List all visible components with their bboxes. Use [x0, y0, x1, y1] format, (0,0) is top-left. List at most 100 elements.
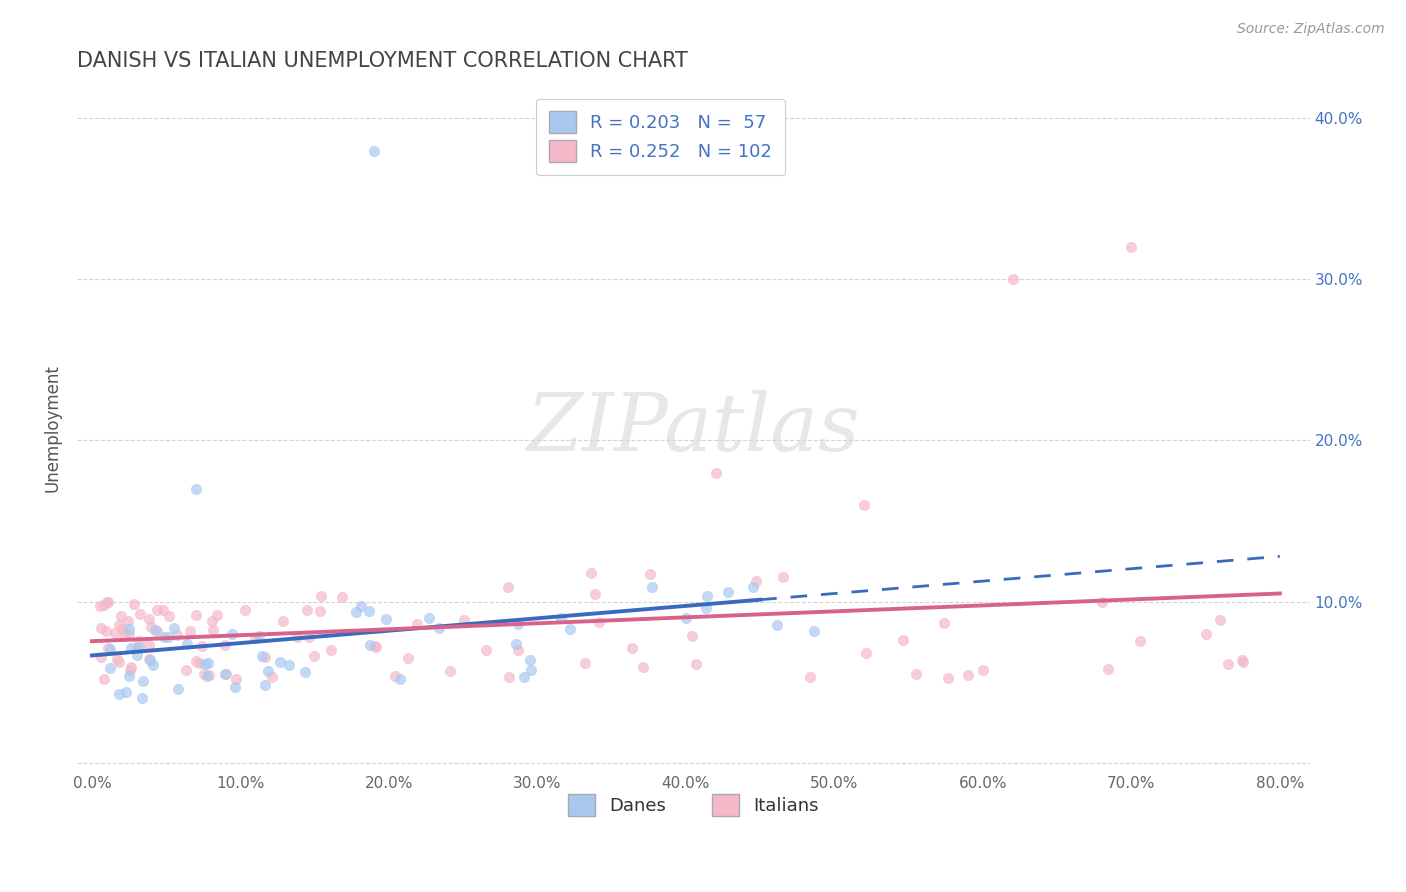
Point [128, 633, 150, 648]
Point [118, 627, 141, 641]
Point [1194, 627, 1216, 641]
Point [475, 642, 498, 657]
Point [146, 603, 169, 617]
Point [131, 691, 153, 706]
Point [1121, 240, 1143, 254]
Point [350, 599, 373, 614]
Point [167, 681, 190, 696]
Point [90, 621, 112, 635]
Point [146, 624, 169, 639]
Point [108, 655, 131, 669]
Point [93, 598, 115, 612]
Point [243, 632, 266, 646]
Point [186, 654, 208, 668]
Point [1097, 662, 1119, 676]
Point [194, 657, 217, 671]
Point [972, 663, 994, 677]
Point [131, 674, 153, 689]
Point [104, 626, 127, 640]
Point [163, 621, 186, 635]
Point [254, 678, 277, 692]
Point [1230, 653, 1253, 667]
Point [396, 651, 419, 665]
Point [505, 637, 527, 651]
Point [138, 612, 160, 626]
Point [127, 641, 149, 656]
Point [271, 615, 294, 629]
Point [250, 649, 273, 664]
Point [118, 669, 141, 683]
Point [1001, 272, 1024, 286]
Point [1091, 594, 1114, 608]
Point [247, 629, 270, 643]
Point [311, 589, 333, 603]
Point [186, 608, 208, 623]
Point [496, 580, 519, 594]
Text: ZIPatlas: ZIPatlas [527, 390, 860, 467]
Point [359, 638, 381, 652]
Point [110, 609, 132, 624]
Point [581, 566, 603, 580]
Text: Source: ZipAtlas.com: Source: ZipAtlas.com [1237, 22, 1385, 37]
Y-axis label: Unemployment: Unemployment [44, 365, 60, 492]
Point [717, 585, 740, 599]
Point [519, 653, 541, 667]
Point [681, 629, 703, 643]
Point [936, 671, 959, 685]
Point [93, 672, 115, 686]
Point [765, 617, 787, 632]
Point [583, 587, 606, 601]
Point [184, 482, 207, 496]
Point [893, 632, 915, 647]
Point [269, 655, 291, 669]
Point [197, 656, 219, 670]
Point [675, 610, 697, 624]
Point [695, 601, 717, 615]
Point [588, 615, 610, 630]
Point [195, 669, 218, 683]
Point [685, 657, 707, 671]
Point [418, 610, 440, 624]
Point [277, 657, 299, 672]
Point [179, 624, 201, 639]
Point [285, 630, 308, 644]
Point [224, 680, 246, 694]
Point [141, 620, 163, 634]
Point [176, 637, 198, 651]
Point [638, 566, 661, 581]
Point [344, 605, 367, 619]
Point [214, 638, 236, 652]
Point [215, 667, 238, 681]
Point [138, 638, 160, 652]
Point [117, 614, 139, 628]
Point [388, 672, 411, 686]
Point [153, 630, 176, 644]
Point [853, 498, 876, 512]
Point [97, 640, 120, 655]
Point [1232, 655, 1254, 669]
Legend: Danes, Italians: Danes, Italians [561, 787, 825, 823]
Point [118, 622, 141, 636]
Point [932, 616, 955, 631]
Point [453, 613, 475, 627]
Point [745, 574, 768, 588]
Point [1216, 657, 1239, 671]
Point [309, 604, 332, 618]
Point [558, 622, 581, 636]
Point [120, 660, 142, 674]
Point [297, 630, 319, 644]
Point [550, 611, 572, 625]
Point [221, 627, 243, 641]
Point [128, 607, 150, 621]
Point [1209, 613, 1232, 627]
Point [631, 660, 654, 674]
Point [366, 640, 388, 655]
Point [214, 667, 236, 681]
Point [193, 666, 215, 681]
Point [111, 622, 134, 636]
Point [574, 657, 596, 671]
Point [957, 667, 980, 681]
Point [520, 663, 543, 677]
Point [142, 657, 165, 672]
Point [96, 594, 118, 608]
